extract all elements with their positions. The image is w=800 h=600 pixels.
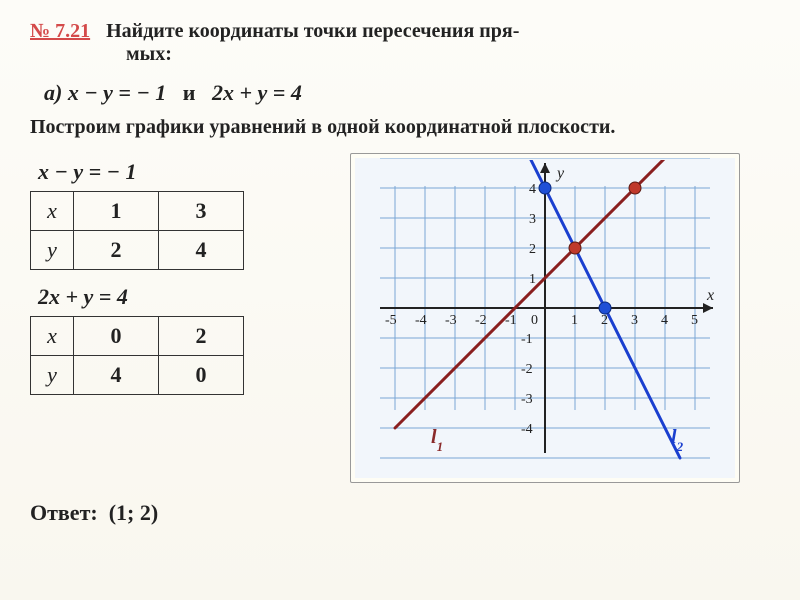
table-2: x 0 2 y 4 0 [30,316,244,395]
svg-text:4: 4 [529,182,536,197]
svg-text:-2: -2 [475,313,487,328]
svg-text:5: 5 [691,313,698,328]
svg-text:3: 3 [529,212,536,227]
construction-text: Построим графики уравнений в одной коорд… [30,116,770,139]
t2-x-label: x [31,317,74,356]
t1-x2: 3 [159,192,244,231]
part-a-prefix: а) [44,80,68,105]
t1-x1: 1 [74,192,159,231]
problem-number: № 7.21 [30,20,90,43]
svg-text:-3: -3 [521,392,533,407]
part-a: а) x − y = − 1 и 2x + y = 4 [44,80,770,106]
svg-text:-1: -1 [521,332,533,347]
eq1: x − y = − 1 [68,80,166,105]
t2-y1: 4 [74,356,159,395]
svg-text:y: y [555,165,565,182]
svg-text:3: 3 [631,313,638,328]
svg-text:-3: -3 [445,313,457,328]
svg-text:1: 1 [571,313,578,328]
t2-x2: 2 [159,317,244,356]
t1-y-label: y [31,231,74,270]
svg-text:-4: -4 [521,422,533,437]
problem-text-1: Найдите координаты точки пересечения пря… [106,20,519,42]
problem-text-2: мых: [126,43,172,65]
answer: Ответ: (1; 2) [30,500,770,526]
svg-text:0: 0 [531,313,538,328]
coordinate-plane: xy-5-4-3-2-112345-4-3-2-112340l1l2 [355,158,735,478]
svg-text:x: x [706,287,714,304]
answer-label: Ответ: [30,500,98,525]
t1-y2: 4 [159,231,244,270]
t2-x1: 0 [74,317,159,356]
chart: xy-5-4-3-2-112345-4-3-2-112340l1l2 [350,153,740,483]
eq2: 2x + y = 4 [212,80,302,105]
svg-text:2: 2 [529,242,536,257]
t2-y-label: y [31,356,74,395]
svg-text:4: 4 [661,313,668,328]
eq1-header: x − y = − 1 [38,159,330,185]
answer-value: (1; 2) [109,500,158,525]
tables-column: x − y = − 1 x 1 3 y 2 4 2x + y = 4 x 0 2… [30,153,330,409]
table-1: x 1 3 y 2 4 [30,191,244,270]
t1-x-label: x [31,192,74,231]
svg-text:-2: -2 [521,362,533,377]
svg-text:-4: -4 [415,313,427,328]
conj: и [183,80,196,105]
svg-text:1: 1 [529,272,536,287]
svg-text:-5: -5 [385,313,397,328]
eq2-header: 2x + y = 4 [38,284,330,310]
t1-y1: 2 [74,231,159,270]
t2-y2: 0 [159,356,244,395]
